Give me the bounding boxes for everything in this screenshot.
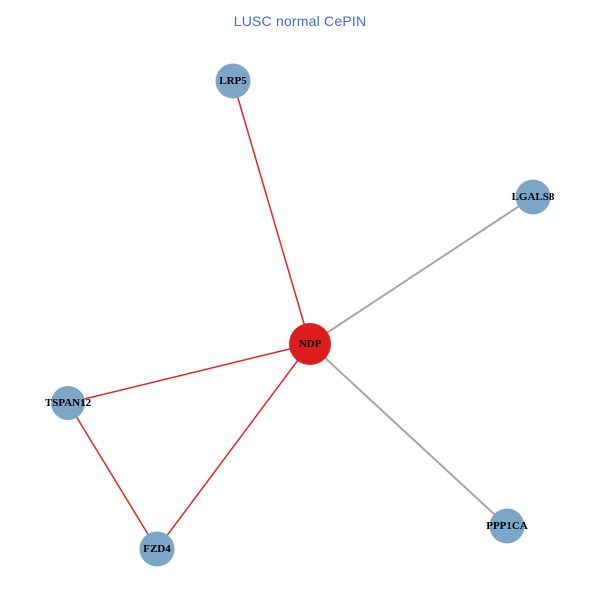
node-label-TSPAN12: TSPAN12: [45, 397, 92, 409]
edge-NDP-PPP1CA: [309, 343, 508, 527]
node-circle-LGALS8: [515, 179, 551, 215]
node-circle-TSPAN12: [51, 386, 85, 420]
node-TSPAN12: TSPAN12: [45, 386, 92, 420]
node-circle-NDP: [289, 323, 331, 365]
edge-NDP-FZD4: [156, 343, 311, 550]
node-LRP5: LRP5: [215, 63, 251, 99]
edge-NDP-LRP5: [232, 80, 311, 345]
node-circle-FZD4: [139, 531, 175, 567]
node-NDP: NDP: [289, 323, 331, 365]
edge-NDP-LGALS8: [309, 196, 534, 345]
edge-TSPAN12-FZD4: [67, 402, 158, 550]
node-circle-LRP5: [215, 63, 251, 99]
node-LGALS8: LGALS8: [512, 179, 555, 215]
node-label-LRP5: LRP5: [219, 75, 247, 87]
node-circle-PPP1CA: [489, 508, 525, 544]
node-label-FZD4: FZD4: [143, 543, 171, 555]
edge-NDP-TSPAN12: [67, 343, 311, 404]
node-label-NDP: NDP: [299, 338, 322, 350]
node-label-PPP1CA: PPP1CA: [486, 520, 528, 532]
plot-title: LUSC normal CePIN: [233, 13, 367, 29]
node-label-LGALS8: LGALS8: [512, 191, 555, 203]
node-PPP1CA: PPP1CA: [486, 508, 528, 544]
node-FZD4: FZD4: [139, 531, 175, 567]
